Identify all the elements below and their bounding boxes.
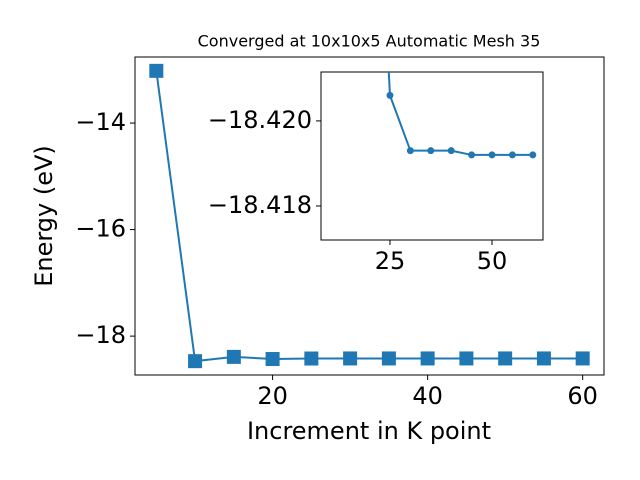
chart-title: Converged at 10x10x5 Automatic Mesh 35 bbox=[198, 32, 541, 51]
y-tick-label: −14 bbox=[75, 108, 126, 136]
marker bbox=[149, 63, 164, 78]
marker bbox=[498, 351, 513, 366]
marker bbox=[447, 147, 455, 155]
y-axis-label: Energy (eV) bbox=[30, 145, 58, 287]
marker bbox=[575, 351, 590, 366]
marker bbox=[536, 351, 551, 366]
y-tick-label: −18 bbox=[75, 321, 126, 349]
series-group bbox=[386, 72, 537, 159]
x-tick-label: 60 bbox=[567, 382, 598, 410]
marker bbox=[343, 351, 358, 366]
marker bbox=[420, 351, 435, 366]
marker bbox=[488, 151, 496, 159]
x-tick-label: 25 bbox=[375, 247, 406, 275]
marker bbox=[386, 91, 394, 99]
x-tick-label: 50 bbox=[477, 247, 508, 275]
marker bbox=[265, 352, 280, 367]
marker bbox=[381, 351, 396, 366]
marker bbox=[406, 147, 414, 155]
y-tick-label: −18.420 bbox=[208, 106, 312, 134]
marker bbox=[188, 354, 203, 369]
x-tick-label: 20 bbox=[257, 382, 288, 410]
y-tick-label: −18.418 bbox=[208, 191, 312, 219]
marker bbox=[508, 151, 516, 159]
series-group bbox=[149, 63, 590, 369]
y-tick-label: −16 bbox=[75, 215, 126, 243]
marker bbox=[304, 351, 319, 366]
x-axis-label: Increment in K point bbox=[247, 417, 491, 445]
marker bbox=[529, 151, 537, 159]
x-tick-label: 40 bbox=[412, 382, 443, 410]
marker bbox=[468, 151, 476, 159]
plot-frame bbox=[320, 71, 544, 241]
marker bbox=[459, 351, 474, 366]
marker bbox=[226, 349, 241, 364]
marker bbox=[427, 147, 435, 155]
